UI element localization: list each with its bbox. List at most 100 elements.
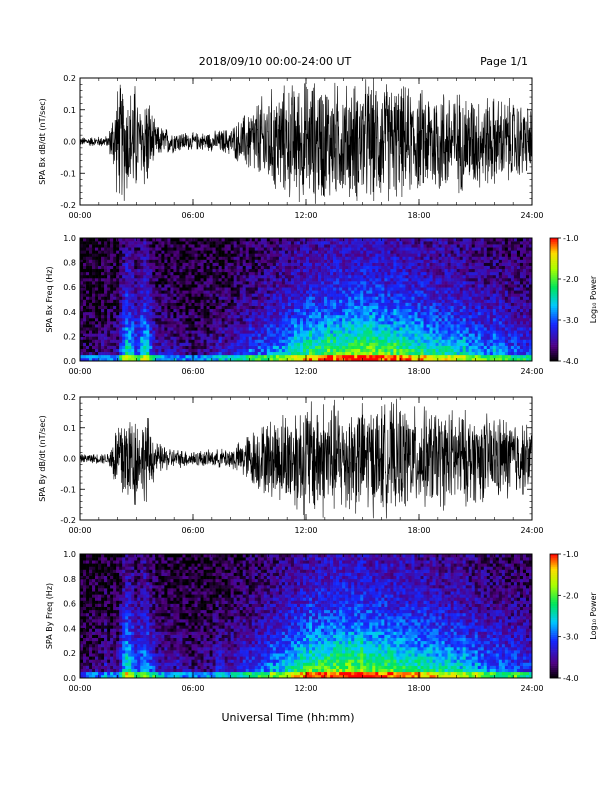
spectrogram-cell [296, 311, 301, 316]
spectrogram-cell [128, 357, 132, 362]
spectrogram-cell [342, 299, 346, 303]
spectrogram-cell [131, 290, 135, 294]
spectrogram-cell [161, 277, 165, 282]
spectrogram-cell [191, 317, 195, 322]
spectrogram-cell [245, 348, 250, 353]
spectrogram-cell [426, 305, 430, 310]
spectrogram-cell [143, 244, 147, 248]
spectrogram-cell [345, 327, 349, 331]
spectrogram-cell [369, 277, 373, 282]
spectrogram-cell [116, 299, 120, 303]
spectrogram-cell [315, 317, 319, 322]
spectrogram-cell [218, 238, 222, 242]
spectrogram-cell [119, 250, 123, 254]
spectrogram-cell [396, 259, 400, 263]
spectrogram-cell [101, 256, 105, 260]
spectrogram-cell [309, 253, 313, 257]
spectrogram-cell [158, 333, 162, 337]
spectrogram-cell [306, 274, 310, 279]
spectrogram-cell [402, 339, 406, 343]
spectrogram-cell [293, 305, 298, 310]
spectrogram-cell [248, 238, 253, 242]
spectrogram-cell [423, 314, 427, 319]
spectrogram-cell [321, 256, 325, 260]
spectrogram-cell [438, 339, 442, 343]
spectrogram-cell [230, 268, 234, 273]
spectrogram-cell [173, 336, 177, 340]
spectrogram-cell [438, 284, 442, 288]
spectrogram-cell [143, 339, 147, 343]
spectrogram-cell [116, 281, 120, 285]
spectrogram-cell [387, 345, 391, 350]
spectrogram-cell [263, 241, 268, 245]
spectrogram-cell [333, 299, 337, 303]
spectrogram-cell [173, 244, 177, 248]
spectrogram-cell [441, 244, 445, 248]
spectrogram-cell [324, 336, 328, 340]
spectrogram-cell [312, 299, 316, 303]
spectrogram-cell [444, 324, 448, 328]
spectrogram-cell [345, 238, 349, 242]
spectrogram-cell [212, 296, 216, 300]
spectrogram-cell [290, 274, 295, 279]
spectrogram-cell [122, 351, 126, 356]
spectrogram-cell [251, 256, 256, 260]
spectrogram-cell [227, 302, 231, 306]
spectrogram-cell [134, 284, 138, 288]
spectrogram-cell [206, 281, 210, 285]
spectrogram-cell [158, 302, 162, 306]
spectrogram-cell [143, 311, 147, 316]
spectrogram-cell [104, 342, 108, 346]
spectrogram-cell [309, 271, 313, 276]
spectrogram-cell [254, 330, 259, 334]
spectrogram-cell [360, 265, 364, 270]
spectrogram-cell [423, 250, 427, 254]
spectrogram-cell [429, 253, 433, 257]
spectrogram-cell [218, 314, 222, 319]
spectrogram-cell [336, 277, 340, 282]
spectrogram-cell [306, 277, 310, 282]
spectrogram-cell [390, 238, 394, 242]
spectrogram-cell [233, 302, 237, 306]
spectrogram-cell [366, 302, 370, 306]
spectrogram-cell [212, 238, 216, 242]
spectrogram-cell [200, 290, 204, 294]
spectrogram-cell [227, 299, 231, 303]
spectrogram-cell [233, 354, 237, 359]
spectrogram-cell [107, 314, 111, 319]
spectrogram-cell [296, 281, 301, 285]
spectrogram-cell [369, 265, 373, 270]
spectrogram-cell [101, 311, 105, 316]
spectrogram-cell [179, 268, 183, 273]
spectrogram-cell [330, 262, 334, 266]
spectrogram-cell [330, 357, 334, 362]
spectrogram-cell [306, 324, 310, 328]
spectrogram-cell [257, 339, 262, 343]
spectrogram-cell [257, 281, 262, 285]
spectrogram-cell [251, 290, 256, 294]
spectrogram-cell [221, 277, 225, 282]
spectrogram-cell [438, 259, 442, 263]
spectrogram-cell [275, 302, 280, 306]
spectrogram-cell [221, 296, 225, 300]
spectrogram-cell [107, 238, 111, 242]
spectrogram-cell [357, 311, 361, 316]
spectrogram-cell [420, 348, 424, 353]
spectrogram-cell [164, 293, 168, 297]
spectrogram-cell [348, 287, 352, 291]
spectrogram-cell [393, 281, 397, 285]
spectrogram-cell [287, 333, 292, 337]
spectrogram-cell [254, 265, 259, 270]
spectrogram-cell [324, 342, 328, 346]
spectrogram-cell [336, 317, 340, 322]
spectrogram-cell [98, 317, 102, 322]
spectrogram-cell [429, 357, 433, 362]
spectrogram-cell [272, 287, 277, 291]
spectrogram-cell [321, 274, 325, 279]
spectrogram-cell [86, 333, 90, 337]
spectrogram-cell [149, 330, 153, 334]
spectrogram-cell [260, 321, 265, 325]
spectrogram-cell [435, 281, 439, 285]
spectrogram-cell [242, 277, 247, 282]
spectrogram-cell [254, 317, 259, 322]
